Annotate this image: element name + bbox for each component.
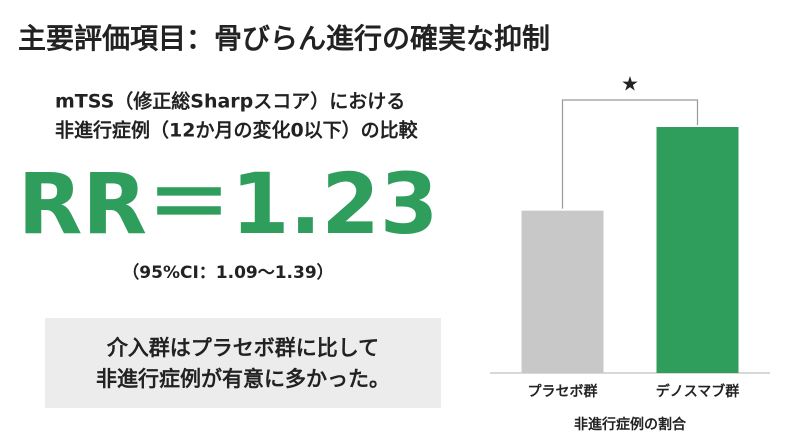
conclusion-line: 非進行症例が有意に多かった。 [96,367,390,391]
x-axis-label: 非進行症例の割合 [574,416,687,433]
subtitle-line: mTSS（修正総Sharpスコア）における [55,90,405,113]
bar [656,127,739,373]
significance-bracket [561,99,699,209]
conclusion-box [45,318,441,408]
conclusion-line: 介入群はプラセボ群に比して [106,336,379,360]
subtitle-line: 非進行症例（12か月の変化0以下）の比較 [55,119,419,142]
x-tick-label: プラセボ群 [528,383,598,400]
title: 主要評価項目：骨びらん進行の確実な抑制 [18,22,550,55]
x-tick-label: デノスマブ群 [656,383,740,400]
confidence-interval: （95%CI：1.09～1.39） [122,262,333,283]
result: RR＝1.23 [18,155,439,253]
significance-marker: ★ [621,72,639,96]
bar [521,210,604,373]
